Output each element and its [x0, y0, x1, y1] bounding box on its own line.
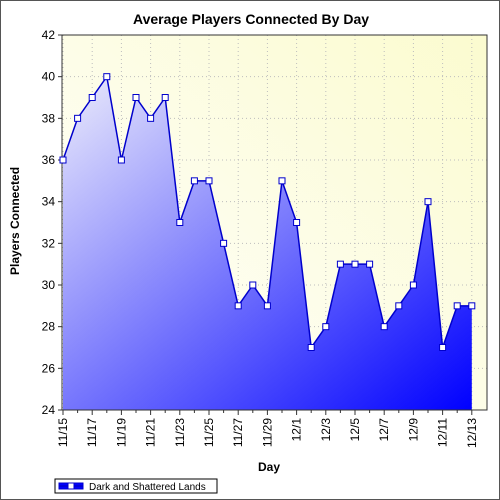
x-tick-label: 12/3: [319, 418, 333, 442]
series-area-fill: [63, 76, 472, 411]
data-point-marker: [278, 177, 286, 185]
y-tick-label: 42: [42, 28, 56, 42]
y-tick-label: 38: [42, 111, 56, 125]
legend-box: [54, 478, 218, 494]
x-tick-label: 11/21: [144, 418, 158, 447]
plot-border: [61, 34, 488, 411]
y-tick-label: 34: [42, 195, 56, 209]
x-tick-label: 12/7: [377, 418, 391, 442]
data-point-marker: [190, 177, 198, 185]
data-point-marker: [424, 198, 432, 206]
y-tick-label: 32: [42, 236, 56, 250]
data-point-marker: [132, 94, 140, 101]
data-point-marker: [220, 239, 228, 247]
data-point-marker: [147, 114, 155, 122]
y-tick-label: 36: [42, 153, 56, 167]
data-point-marker: [263, 302, 271, 310]
data-point-marker: [395, 302, 403, 310]
x-axis-title: Day: [258, 460, 280, 474]
axes: [61, 34, 488, 411]
data-point-marker: [205, 177, 213, 185]
data-point-marker: [249, 281, 257, 289]
chart-title: Average Players Connected By Day: [133, 11, 369, 27]
data-point-marker: [380, 323, 388, 331]
x-tick-label: 11/27: [231, 418, 245, 447]
x-tick-label: 12/5: [348, 418, 362, 442]
data-point-marker: [409, 281, 417, 289]
x-tick-label: 11/23: [173, 418, 187, 447]
data-point-marker: [366, 260, 374, 268]
y-tick-label: 26: [42, 361, 56, 375]
data-point-marker: [336, 260, 344, 268]
data-point-marker: [176, 219, 184, 226]
data-point-marker: [439, 344, 447, 351]
y-tick-label: 24: [42, 403, 56, 417]
x-tick-label: 11/19: [114, 418, 128, 447]
x-tick-label: 11/25: [202, 418, 216, 447]
data-point-marker: [74, 114, 82, 122]
x-tick-label: 11/17: [85, 418, 99, 447]
y-tick-label: 40: [42, 70, 56, 84]
tick-labels: 24 26 28 30 32 34 36 38 40 42 11/15 11/17 11/19 11/21…: [42, 28, 479, 448]
data-point-marker: [88, 94, 96, 101]
legend-label: Dark and Shattered Lands: [89, 482, 206, 493]
x-tick-label: 12/11: [436, 418, 450, 447]
x-tick-label: 11/15: [56, 418, 70, 447]
data-point-marker: [293, 219, 301, 226]
data-point-marker: [59, 156, 67, 164]
series-markers: [59, 73, 476, 351]
data-point-marker: [468, 302, 476, 310]
x-tick-label: 12/13: [465, 418, 479, 448]
data-point-marker: [453, 302, 461, 310]
y-tick-label: 28: [42, 320, 56, 334]
data-point-marker: [351, 260, 359, 268]
legend: Dark and Shattered Lands: [54, 478, 218, 494]
x-tick-label: 11/29: [260, 418, 274, 447]
y-axis-title: Players Connected: [8, 167, 22, 275]
data-point-marker: [161, 94, 169, 101]
data-point-marker: [322, 323, 330, 331]
y-tick-label: 30: [42, 278, 56, 292]
legend-marker: [67, 482, 75, 490]
data-point-marker: [103, 73, 111, 81]
x-tick-label: 12/9: [406, 418, 420, 442]
x-tick-label: 12/1: [290, 418, 304, 442]
data-point-marker: [117, 156, 125, 164]
data-point-marker: [234, 302, 242, 310]
data-point-marker: [307, 344, 315, 351]
